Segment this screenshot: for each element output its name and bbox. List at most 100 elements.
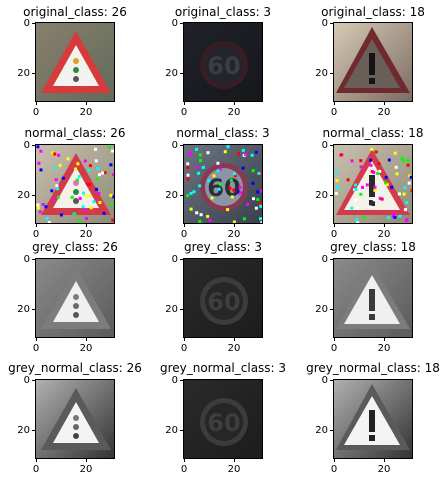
x-tick-mark [384, 338, 385, 341]
panel-title: grey_normal_class: 3 [159, 361, 287, 375]
y-tick-label: 20 [17, 425, 30, 436]
x-tick-mark [86, 459, 87, 462]
sign-image [333, 144, 413, 224]
sign-image: 60 [183, 379, 263, 459]
x-tick-mark [36, 102, 37, 105]
y-tick-label: 0 [321, 140, 328, 151]
panel-title: normal_class: 3 [176, 126, 270, 140]
sign-image [333, 22, 413, 102]
y-tick-mark [330, 23, 333, 24]
y-tick-label: 0 [171, 18, 178, 29]
x-tick-label: 20 [227, 229, 241, 240]
x-tick-mark [234, 338, 235, 341]
y-tick-mark [330, 380, 333, 381]
y-tick-mark [180, 23, 183, 24]
y-tick-label: 0 [23, 140, 30, 151]
y-tick-label: 20 [315, 304, 328, 315]
y-tick-mark [32, 145, 35, 146]
svg-text:60: 60 [207, 52, 240, 80]
svg-text:60: 60 [207, 409, 240, 437]
sign-image [333, 379, 413, 459]
y-tick-label: 0 [171, 254, 178, 265]
x-tick-label: 0 [180, 107, 188, 118]
y-tick-mark [180, 380, 183, 381]
y-tick-label: 0 [321, 18, 328, 29]
x-tick-mark [384, 459, 385, 462]
y-tick-mark [32, 430, 35, 431]
x-tick-label: 0 [32, 107, 40, 118]
panel-title: grey_normal_class: 18 [306, 361, 440, 375]
y-tick-mark [180, 309, 183, 310]
y-tick-label: 20 [315, 68, 328, 79]
y-tick-mark [180, 195, 183, 196]
x-tick-label: 20 [79, 464, 93, 475]
svg-text:60: 60 [207, 288, 240, 316]
y-tick-mark [180, 259, 183, 260]
sign-image [35, 144, 115, 224]
x-tick-label: 0 [180, 464, 188, 475]
panel-title: grey_class: 26 [32, 240, 118, 254]
x-tick-label: 20 [227, 107, 241, 118]
y-tick-mark [32, 380, 35, 381]
x-tick-label: 20 [377, 343, 391, 354]
y-tick-label: 0 [171, 375, 178, 386]
y-tick-mark [32, 23, 35, 24]
y-tick-mark [180, 73, 183, 74]
x-tick-mark [234, 224, 235, 227]
sign-image: 60 [183, 258, 263, 338]
y-tick-mark [32, 73, 35, 74]
x-tick-mark [334, 102, 335, 105]
y-tick-label: 20 [17, 304, 30, 315]
x-tick-mark [334, 224, 335, 227]
x-tick-label: 0 [180, 343, 188, 354]
x-tick-label: 0 [32, 229, 40, 240]
y-tick-label: 20 [17, 68, 30, 79]
x-tick-label: 20 [79, 229, 93, 240]
x-tick-label: 0 [330, 229, 338, 240]
y-tick-mark [330, 73, 333, 74]
y-tick-mark [32, 195, 35, 196]
x-tick-mark [86, 224, 87, 227]
x-tick-label: 20 [377, 107, 391, 118]
sign-image [333, 258, 413, 338]
x-tick-mark [184, 224, 185, 227]
y-tick-label: 20 [165, 190, 178, 201]
y-tick-mark [32, 309, 35, 310]
sign-image: 60 [183, 144, 263, 224]
y-tick-label: 20 [165, 304, 178, 315]
panel-title: original_class: 18 [321, 5, 425, 19]
panel-title: normal_class: 18 [322, 126, 424, 140]
y-tick-label: 0 [23, 18, 30, 29]
x-tick-mark [334, 459, 335, 462]
x-tick-mark [184, 459, 185, 462]
y-tick-label: 20 [17, 190, 30, 201]
panel-title: grey_normal_class: 26 [8, 361, 142, 375]
y-tick-label: 20 [315, 190, 328, 201]
y-tick-mark [330, 259, 333, 260]
y-tick-mark [330, 430, 333, 431]
x-tick-mark [86, 102, 87, 105]
x-tick-mark [334, 338, 335, 341]
x-tick-mark [384, 224, 385, 227]
x-tick-mark [86, 338, 87, 341]
y-tick-mark [32, 259, 35, 260]
y-tick-mark [180, 430, 183, 431]
y-tick-label: 0 [171, 140, 178, 151]
x-tick-label: 0 [330, 343, 338, 354]
sign-image [35, 22, 115, 102]
x-tick-mark [36, 459, 37, 462]
y-tick-mark [330, 195, 333, 196]
x-tick-label: 0 [330, 107, 338, 118]
y-tick-label: 0 [23, 254, 30, 265]
x-tick-label: 20 [377, 229, 391, 240]
x-tick-label: 20 [227, 464, 241, 475]
y-tick-mark [330, 309, 333, 310]
sign-image: 60 [183, 22, 263, 102]
x-tick-mark [36, 338, 37, 341]
y-tick-label: 0 [321, 254, 328, 265]
panel-title: normal_class: 26 [24, 126, 126, 140]
x-tick-label: 20 [377, 464, 391, 475]
x-tick-label: 20 [227, 343, 241, 354]
sign-image [35, 379, 115, 459]
x-tick-mark [184, 102, 185, 105]
